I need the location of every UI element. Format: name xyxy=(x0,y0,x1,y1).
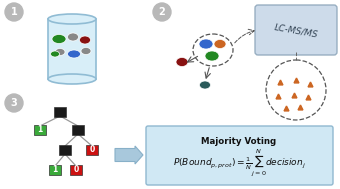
Text: 3: 3 xyxy=(11,98,17,108)
Ellipse shape xyxy=(80,36,90,44)
FancyBboxPatch shape xyxy=(48,19,96,79)
Ellipse shape xyxy=(176,57,188,67)
Circle shape xyxy=(5,3,23,21)
Ellipse shape xyxy=(68,50,81,58)
Ellipse shape xyxy=(68,33,79,41)
FancyBboxPatch shape xyxy=(34,125,46,135)
FancyBboxPatch shape xyxy=(72,125,84,135)
Ellipse shape xyxy=(51,51,59,57)
Text: 1: 1 xyxy=(11,7,17,17)
Text: 1: 1 xyxy=(37,125,42,135)
Ellipse shape xyxy=(48,74,96,84)
Ellipse shape xyxy=(214,40,226,49)
FancyBboxPatch shape xyxy=(54,107,66,117)
Ellipse shape xyxy=(200,81,210,89)
FancyBboxPatch shape xyxy=(70,165,82,175)
FancyBboxPatch shape xyxy=(49,165,61,175)
FancyBboxPatch shape xyxy=(86,145,98,155)
Text: 1: 1 xyxy=(52,166,57,174)
Text: $P(Bound_{p,prot}) = \frac{1}{N}\sum_{j=0}^{N} decision_j$: $P(Bound_{p,prot}) = \frac{1}{N}\sum_{j=… xyxy=(173,148,305,178)
Text: 0: 0 xyxy=(89,146,95,154)
Text: 2: 2 xyxy=(159,7,165,17)
Ellipse shape xyxy=(199,39,213,49)
Ellipse shape xyxy=(52,35,66,43)
Text: LC-MS/MS: LC-MS/MS xyxy=(273,23,319,39)
FancyBboxPatch shape xyxy=(59,145,71,155)
FancyArrow shape xyxy=(115,146,143,164)
FancyBboxPatch shape xyxy=(255,5,337,55)
Ellipse shape xyxy=(48,14,96,24)
Ellipse shape xyxy=(55,49,65,56)
Ellipse shape xyxy=(205,51,219,61)
Circle shape xyxy=(153,3,171,21)
FancyBboxPatch shape xyxy=(146,126,333,185)
Text: Majority Voting: Majority Voting xyxy=(201,138,276,146)
Circle shape xyxy=(5,94,23,112)
Text: 0: 0 xyxy=(73,166,79,174)
Ellipse shape xyxy=(81,47,91,54)
